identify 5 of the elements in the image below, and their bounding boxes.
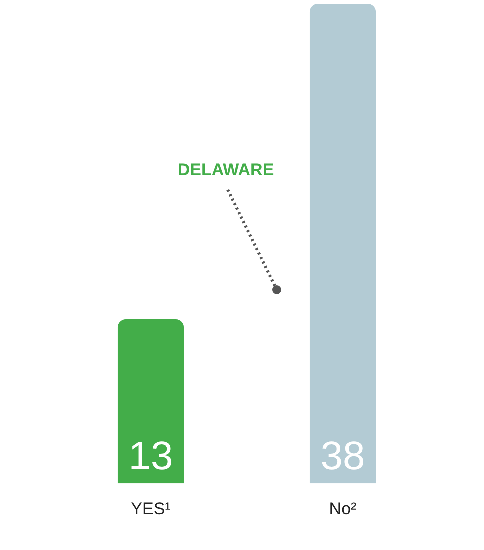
data-label: 38 [320,434,366,479]
annotation: DELAWARE [178,160,274,180]
x-tick-label: No² [329,499,358,518]
data-label: 13 [128,434,174,479]
x-tick-label: YES¹ [131,499,172,518]
